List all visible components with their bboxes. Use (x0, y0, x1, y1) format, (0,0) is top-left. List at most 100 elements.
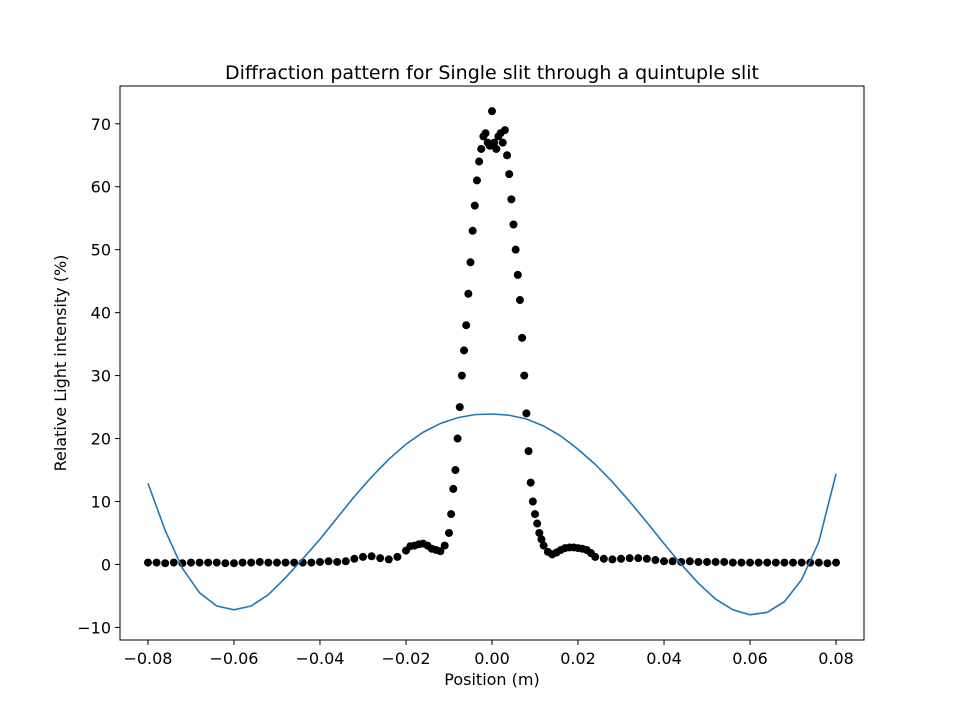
data-point (264, 558, 273, 567)
y-tick-label: −10 (77, 618, 111, 637)
x-axis-label: Position (m) (444, 670, 539, 689)
data-point (771, 558, 780, 567)
data-point (393, 552, 402, 561)
data-point (780, 558, 789, 567)
x-tick-label: 0.08 (818, 649, 854, 668)
data-point (333, 557, 342, 566)
data-point (358, 552, 367, 561)
data-point (367, 552, 376, 561)
x-tick-label: −0.04 (295, 649, 344, 668)
data-point (453, 434, 462, 443)
data-point (229, 559, 238, 568)
data-point (464, 289, 473, 298)
data-point (524, 447, 533, 456)
chart-title: Diffraction pattern for Single slit thro… (225, 62, 759, 84)
data-point (436, 547, 445, 556)
data-point (617, 554, 626, 563)
data-point (703, 557, 712, 566)
data-point (212, 558, 221, 567)
data-point (477, 144, 486, 153)
data-point (247, 558, 256, 567)
data-point (591, 552, 600, 561)
plot-area (143, 107, 841, 616)
data-point (451, 466, 460, 475)
data-point (470, 201, 479, 210)
x-tick-label: 0.00 (474, 649, 510, 668)
y-tick-label: 40 (91, 304, 111, 323)
data-point (539, 541, 548, 550)
data-point (608, 555, 617, 564)
x-tick-label: −0.06 (209, 649, 258, 668)
x-tick-label: 0.06 (732, 649, 768, 668)
data-point (642, 554, 651, 563)
data-point (460, 346, 469, 355)
data-point (376, 554, 385, 563)
data-point (503, 151, 512, 160)
data-point (511, 245, 520, 254)
data-point (720, 557, 729, 566)
data-point (475, 157, 484, 166)
data-point (763, 558, 772, 567)
data-point (832, 558, 841, 567)
data-point (789, 558, 798, 567)
data-point (457, 371, 466, 380)
data-point (490, 138, 499, 147)
data-point (513, 270, 522, 279)
x-tick-label: 0.02 (560, 649, 596, 668)
data-point (468, 226, 477, 235)
data-point (315, 557, 324, 566)
data-point (152, 558, 161, 567)
data-point (507, 195, 516, 204)
y-tick-label: 60 (91, 178, 111, 197)
data-point (797, 558, 806, 567)
data-point (481, 129, 490, 138)
data-point (823, 559, 832, 568)
data-point (472, 176, 481, 185)
data-point (447, 510, 456, 519)
y-tick-label: 10 (91, 493, 111, 512)
y-tick-label: 50 (91, 241, 111, 260)
data-point (498, 138, 507, 147)
y-tick-label: 70 (91, 115, 111, 134)
y-tick-label: 20 (91, 430, 111, 449)
data-point (492, 144, 501, 153)
data-point (651, 556, 660, 565)
data-point (528, 497, 537, 506)
data-point (754, 558, 763, 567)
data-point (281, 558, 290, 567)
data-point (169, 558, 178, 567)
data-point (533, 519, 542, 528)
data-point (677, 557, 686, 566)
data-point (462, 321, 471, 330)
data-point (537, 535, 546, 544)
data-point (238, 558, 247, 567)
data-point (531, 510, 540, 519)
data-point (522, 409, 531, 418)
data-point (526, 478, 535, 487)
data-point (668, 557, 677, 566)
data-point (500, 126, 509, 135)
data-point (449, 484, 458, 493)
data-point (272, 558, 281, 567)
x-tick-label: −0.02 (381, 649, 430, 668)
axis-ticks: −0.08 −0.06 −0.04 −0.02 0.00 0.02 0.04 0.06 0.08… (77, 115, 854, 668)
x-tick-label: −0.08 (123, 649, 172, 668)
data-point (711, 557, 720, 566)
data-point (255, 557, 264, 566)
x-tick-label: 0.04 (646, 649, 682, 668)
data-point (535, 528, 544, 537)
y-tick-label: 30 (91, 367, 111, 386)
data-point (195, 558, 204, 567)
data-point (685, 557, 694, 566)
data-point (350, 554, 359, 563)
data-point (324, 557, 333, 566)
data-point (694, 557, 703, 566)
data-point (290, 558, 299, 567)
data-point (737, 558, 746, 567)
data-point (384, 555, 393, 564)
data-point (455, 403, 464, 412)
data-point (341, 557, 350, 566)
data-point (634, 554, 643, 563)
